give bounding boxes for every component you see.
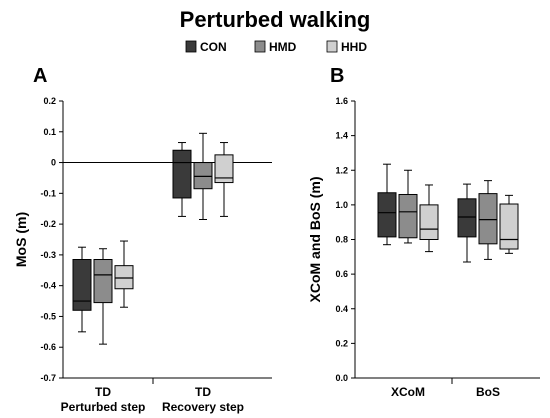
box-con	[172, 149, 192, 199]
y-tick-label: 1.6	[335, 96, 348, 106]
box-hmd	[193, 162, 213, 190]
legend-label-hmd: HMD	[269, 40, 297, 54]
y-tick-label: 0.8	[335, 235, 348, 245]
y-tick-label: -0.7	[40, 373, 56, 383]
box-hmd	[93, 259, 113, 304]
panel-letter: B	[330, 65, 344, 87]
y-tick-label: -0.3	[40, 250, 56, 260]
box-con	[72, 259, 92, 311]
y-tick-label: 0.0	[335, 373, 348, 383]
box-con	[377, 192, 397, 238]
y-tick-label: -0.6	[40, 342, 56, 352]
y-tick-label: 0.2	[43, 96, 56, 106]
y-tick-label: 0	[51, 158, 56, 168]
y-tick-label: 0.1	[43, 127, 56, 137]
box-hhd	[419, 204, 439, 240]
panel-letter: A	[33, 65, 47, 87]
x-category-label: TD	[195, 385, 211, 399]
x-category-sublabel: Recovery step	[162, 400, 244, 414]
y-tick-label: -0.4	[40, 281, 56, 291]
y-tick-label: -0.1	[40, 188, 56, 198]
box-hhd	[499, 203, 519, 250]
y-tick-label: 1.2	[335, 165, 348, 175]
y-tick-label: -0.5	[40, 311, 56, 321]
y-tick-label: 1.0	[335, 200, 348, 210]
box-hmd	[398, 193, 418, 239]
legend: CON HMD HHD	[185, 40, 367, 54]
panel-b: B 1.6 1.4 1.2 1.0 0.8 0.6 0.4 0.2 0.0 XCoM and BoS…	[307, 65, 540, 399]
y-axis-label: MoS (m)	[13, 212, 29, 267]
box-hhd	[214, 154, 234, 184]
x-category-label: XCoM	[391, 385, 425, 399]
y-tick-label: -0.2	[40, 219, 56, 229]
legend-swatch-con	[185, 40, 197, 53]
y-tick-label: 0.4	[335, 304, 348, 314]
y-tick-label: 0.2	[335, 338, 348, 348]
x-category-sublabel: Perturbed step	[61, 400, 146, 414]
chart-title: Perturbed walking	[180, 7, 371, 32]
panel-a: A 0.2 0.1 0 -0.1 -0.2 -0.3 -0.4 -0.5 -0.6 -0.7 MoS …	[13, 65, 272, 414]
legend-swatch-hhd	[326, 40, 338, 53]
y-tick-label: 0.6	[335, 269, 348, 279]
y-tick-label: 1.4	[335, 131, 348, 141]
x-category-label: TD	[95, 385, 111, 399]
legend-label-con: CON	[200, 40, 227, 54]
box-hhd	[114, 265, 134, 290]
box-con	[457, 198, 477, 238]
x-category-label: BoS	[476, 385, 500, 399]
y-axis-label: XCoM and BoS (m)	[307, 177, 323, 303]
legend-label-hhd: HHD	[341, 40, 367, 54]
box-hmd	[478, 193, 498, 245]
legend-swatch-hmd	[254, 40, 266, 53]
